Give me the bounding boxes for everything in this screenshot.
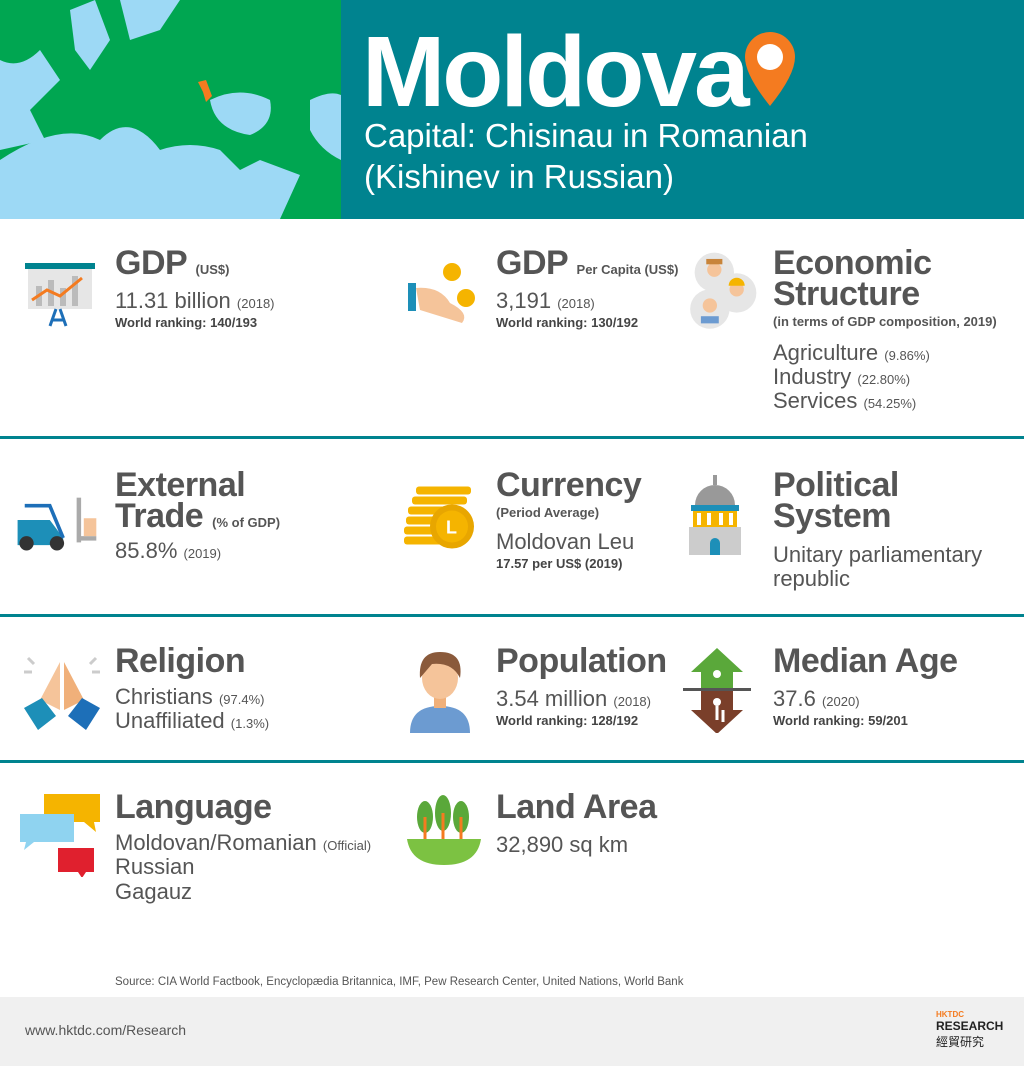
trees-land-icon	[407, 795, 481, 865]
gdp-unit: (US$)	[195, 262, 230, 277]
presentation-chart-icon	[25, 263, 95, 327]
section-divider	[0, 614, 1024, 617]
econ-note: (in terms of GDP composition, 2019)	[773, 313, 997, 329]
median-age-year: (2020)	[821, 694, 860, 710]
header-band	[341, 0, 1024, 219]
econ-item-value: (9.86%)	[884, 347, 930, 363]
europe-map	[0, 0, 341, 219]
trade-unit: (% of GDP)	[212, 515, 281, 531]
median-age-ranking: World ranking: 59/201	[773, 713, 908, 729]
capital-line: Capital: Chisinau in Romanian	[364, 117, 808, 154]
trade-value: 85.8%	[115, 537, 178, 563]
religion-item-label: Unaffiliated	[115, 708, 225, 734]
median-age-title: Median Age	[773, 642, 958, 680]
economic-structure-block: Economic Structure (in terms of GDP comp…	[773, 244, 997, 413]
econ-item-label: Services	[773, 387, 858, 413]
trade-title-2: Trade	[115, 497, 204, 536]
gdp-value: 11.31 billion	[115, 288, 231, 314]
svg-text:L: L	[446, 518, 457, 538]
forklift-icon	[17, 497, 97, 551]
gdp-pc-year: (2018)	[557, 296, 595, 312]
political-system-block: Political System Unitary parliamentary r…	[773, 466, 983, 591]
capital-alt-line: (Kishinev in Russian)	[364, 158, 674, 195]
footer-url[interactable]: www.hktdc.com/Research	[25, 1022, 187, 1038]
land-area-value: 32,890 sq km	[496, 832, 629, 858]
religion-item-value: (97.4%)	[218, 692, 265, 708]
population-value: 3.54 million	[496, 686, 608, 712]
currency-value: Moldovan Leu	[496, 529, 635, 555]
speech-bubbles-icon	[20, 794, 100, 877]
language-item: Gagauz	[115, 878, 193, 904]
religion-item-value: (1.3%)	[230, 716, 270, 732]
gdp-pc-title: GDP	[496, 244, 568, 282]
government-building-icon	[689, 475, 741, 555]
gdp-per-capita-block: GDP Per Capita (US$) 3,191 (2018) World …	[496, 246, 679, 331]
political-value-2: republic	[773, 565, 851, 591]
population-block: Population 3.54 million (2018) World ran…	[496, 642, 667, 729]
hktdc-research-logo: HKTDC RESEARCH 經貿研究	[936, 1010, 1006, 1050]
logo-top: HKTDC	[936, 1010, 964, 1019]
religion-item-label: Christians	[115, 684, 213, 710]
language-item-note: (Official)	[322, 838, 372, 854]
currency-rate: 17.57 per US$ (2019)	[496, 556, 623, 572]
econ-item-value: (22.80%)	[857, 371, 911, 387]
gdp-pc-ranking: World ranking: 130/192	[496, 315, 639, 331]
political-title-1: Political	[773, 466, 899, 504]
gdp-pc-value: 3,191	[496, 288, 552, 314]
econ-item-value: (54.25%)	[863, 395, 917, 411]
population-year: (2018)	[613, 694, 651, 710]
land-area-title: Land Area	[496, 788, 657, 826]
page-title: Moldova	[362, 16, 750, 128]
currency-block: Currency (Period Average) Moldovan Leu 1…	[496, 466, 642, 572]
language-block: Language Moldovan/Romanian (Official) Ru…	[115, 788, 372, 904]
econ-title-1: Economic	[773, 244, 932, 282]
gdp-title: GDP	[115, 244, 187, 282]
person-icon	[410, 652, 470, 733]
gdp-block: GDP (US$) 11.31 billion (2018) World ran…	[115, 246, 275, 331]
section-divider	[0, 760, 1024, 763]
age-arrows-icon	[683, 648, 751, 733]
median-age-block: Median Age 37.6 (2020) World ranking: 59…	[773, 642, 958, 729]
gdp-ranking: World ranking: 140/193	[115, 315, 258, 331]
source-note: Source: CIA World Factbook, Encyclopædia…	[115, 976, 684, 988]
external-trade-block: External Trade (% of GDP) 85.8% (2019)	[115, 466, 281, 563]
logo-main: RESEARCH	[936, 1019, 1004, 1033]
econ-title-2: Structure	[773, 275, 920, 314]
footer	[0, 997, 1024, 1066]
language-item: Russian	[115, 854, 195, 880]
language-item: Moldovan/Romanian	[115, 830, 317, 856]
language-title: Language	[115, 788, 272, 826]
gdp-pc-unit: Per Capita (US$)	[576, 262, 679, 277]
currency-note: (Period Average)	[496, 505, 600, 521]
praying-hands-icon	[24, 656, 100, 730]
trade-year: (2019)	[183, 545, 222, 561]
location-pin-icon	[745, 32, 795, 106]
section-divider	[0, 436, 1024, 439]
logo-chinese: 經貿研究	[936, 1035, 985, 1049]
population-title: Population	[496, 642, 667, 680]
political-title-2: System	[773, 497, 891, 536]
gdp-year: (2018)	[236, 296, 275, 312]
econ-item-label: Agriculture	[773, 339, 879, 365]
workers-icon	[690, 252, 757, 329]
population-ranking: World ranking: 128/192	[496, 713, 639, 729]
hand-coins-icon	[408, 263, 475, 323]
coin-stack-icon: L	[404, 486, 474, 549]
median-age-value: 37.6	[773, 686, 816, 712]
religion-block: Religion Christians (97.4%) Unaffiliated…	[115, 642, 270, 734]
trade-title-1: External	[115, 466, 246, 504]
land-area-block: Land Area 32,890 sq km	[496, 788, 657, 858]
political-value-1: Unitary parliamentary	[773, 541, 983, 567]
econ-item-label: Industry	[773, 363, 852, 389]
religion-title: Religion	[115, 642, 246, 680]
currency-title: Currency	[496, 466, 642, 504]
